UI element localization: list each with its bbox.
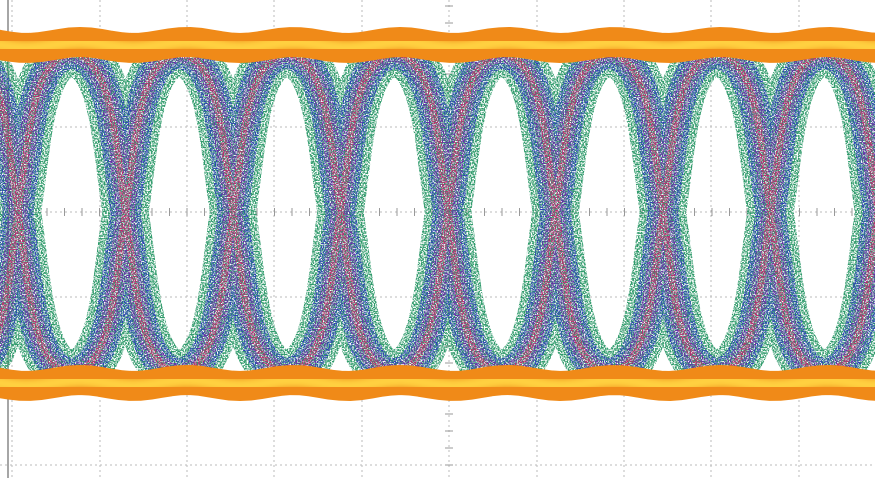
- rail: [0, 380, 875, 386]
- rail: [0, 42, 875, 48]
- eye-diagram-display: [0, 0, 875, 478]
